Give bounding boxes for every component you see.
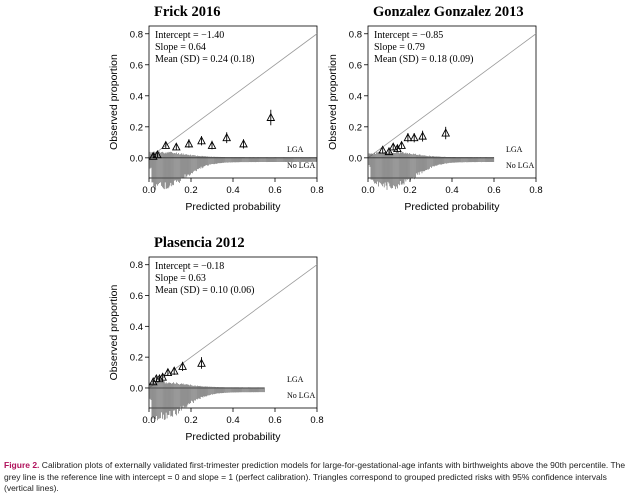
y-tick-label: 0.6 — [130, 291, 143, 302]
data-point-triangle — [384, 146, 394, 156]
chart-title: Gonzalez Gonzalez 2013 — [373, 4, 524, 20]
calibration-figure: Frick 2016 0.0 0.2 0.4 0.6 0.8 0.0 0.2 0.4 0.6 0.8… — [108, 4, 543, 443]
x-axis-label: Predicted probability — [404, 201, 500, 213]
x-tick-label: 0.0 — [142, 415, 155, 426]
x-tick-label: 0.8 — [529, 185, 542, 196]
x-tick-label: 0.2 — [184, 415, 197, 426]
x-tick-label: 0.0 — [142, 185, 155, 196]
y-tick-label: 0.8 — [349, 29, 362, 40]
data-point-triangle — [197, 358, 206, 367]
histogram-label-lga: LGA — [506, 145, 523, 154]
stat-annotation: Intercept = −1.40 — [155, 30, 224, 41]
stat-annotation: Mean (SD) = 0.24 (0.18) — [155, 54, 255, 65]
y-tick-label: 0.4 — [349, 91, 362, 102]
stat-annotation: Slope = 0.64 — [155, 42, 206, 53]
stat-annotation: Mean (SD) = 0.18 (0.09) — [374, 54, 474, 65]
y-tick-label: 0.2 — [130, 122, 143, 133]
stat-annotation: Intercept = −0.18 — [155, 261, 224, 272]
data-point-triangle — [266, 112, 276, 121]
figure-caption: Figure 2. Calibration plots of externall… — [4, 460, 634, 495]
chart-panel-3: Plasencia 2012 0.0 0.2 0.4 0.6 0.8 0.0 0.2 0.4 0.… — [108, 235, 324, 443]
data-point-triangle — [197, 136, 206, 145]
y-axis-label: Observed proportion — [108, 54, 120, 150]
y-tick-label: 0.8 — [130, 29, 143, 40]
y-tick-label: 0.8 — [130, 260, 143, 271]
data-point-triangle — [418, 131, 427, 140]
y-tick-label: 0.4 — [130, 322, 143, 333]
data-point-triangle — [378, 145, 388, 154]
data-point-triangle — [184, 139, 194, 148]
stat-annotation: Mean (SD) = 0.10 (0.06) — [155, 285, 255, 296]
x-axis-label: Predicted probability — [185, 431, 281, 443]
y-axis-label: Observed proportion — [327, 54, 339, 150]
chart-panel-1: Frick 2016 0.0 0.2 0.4 0.6 0.8 0.0 0.2 0.4 0.6 0.8… — [108, 4, 324, 213]
data-point-triangle — [388, 142, 398, 151]
data-point-triangle — [158, 372, 167, 381]
y-axis-label: Observed proportion — [108, 284, 120, 380]
caption-text: Calibration plots of externally validate… — [4, 460, 626, 493]
data-point-triangle — [403, 132, 413, 142]
stat-annotation: Slope = 0.63 — [155, 273, 206, 284]
data-point-triangle — [441, 128, 451, 137]
y-tick-label: 0.6 — [130, 60, 143, 71]
x-axis-label: Predicted probability — [185, 201, 281, 213]
x-tick-label: 0.8 — [310, 185, 323, 196]
x-tick-label: 0.8 — [310, 415, 323, 426]
histogram-label-lga: LGA — [287, 145, 304, 154]
histogram-label-no-lga: No LGA — [506, 161, 534, 170]
x-tick-label: 0.4 — [445, 185, 458, 196]
data-point-triangle — [207, 140, 217, 149]
data-point-triangle — [222, 132, 232, 142]
reference-line — [367, 33, 537, 159]
data-point-triangle — [163, 367, 173, 377]
caption-label: Figure 2. — [4, 460, 40, 470]
chart-title: Frick 2016 — [154, 4, 220, 20]
data-point-triangle — [178, 361, 187, 370]
data-point-triangle — [169, 366, 179, 375]
data-point-triangle — [409, 132, 419, 142]
x-tick-label: 0.0 — [361, 185, 374, 196]
chart-panel-2: Gonzalez Gonzalez 2013 0.0 0.2 0.4 0.6 0.8 0.0… — [327, 4, 543, 213]
stat-annotation: Slope = 0.79 — [374, 42, 425, 53]
x-tick-label: 0.6 — [487, 185, 500, 196]
x-tick-label: 0.6 — [268, 185, 281, 196]
histogram-label-lga: LGA — [287, 375, 304, 384]
x-tick-label: 0.6 — [268, 415, 281, 426]
y-tick-label: 0.2 — [130, 353, 143, 364]
reference-line — [148, 33, 318, 159]
data-point-triangle — [155, 373, 164, 383]
y-tick-label: 0.6 — [349, 60, 362, 71]
x-tick-label: 0.2 — [403, 185, 416, 196]
y-tick-label: 0.0 — [130, 383, 143, 394]
y-tick-label: 0.4 — [130, 91, 143, 102]
x-tick-label: 0.2 — [184, 185, 197, 196]
data-point-triangle — [171, 142, 181, 151]
chart-title: Plasencia 2012 — [154, 235, 245, 251]
histogram-label-no-lga: No LGA — [287, 391, 315, 400]
reference-line — [148, 264, 318, 389]
x-tick-label: 0.4 — [226, 185, 239, 196]
y-tick-label: 0.2 — [349, 122, 362, 133]
y-tick-label: 0.0 — [349, 153, 362, 164]
y-tick-label: 0.0 — [130, 153, 143, 164]
data-point-triangle — [239, 139, 248, 148]
data-point-triangle — [161, 140, 171, 149]
data-point-triangle — [153, 149, 162, 159]
data-point-triangle — [397, 140, 406, 149]
histogram-label-no-lga: No LGA — [287, 161, 315, 170]
stat-annotation: Intercept = −0.85 — [374, 30, 443, 41]
x-tick-label: 0.4 — [226, 415, 239, 426]
